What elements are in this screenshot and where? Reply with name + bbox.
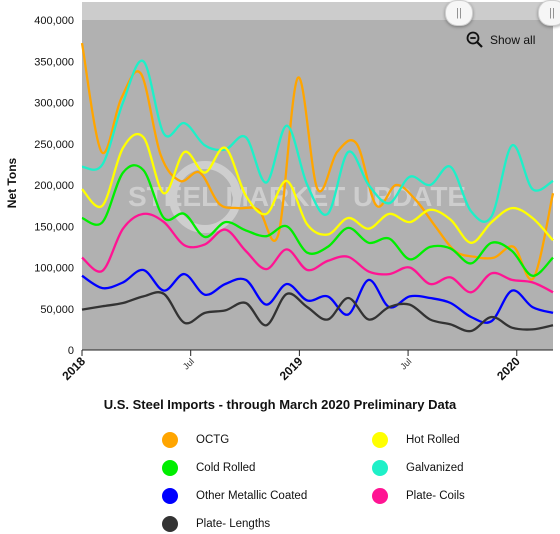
series-line-octg[interactable] <box>80 42 555 281</box>
navigator-scrollbar[interactable]: || || <box>441 0 560 26</box>
x-tick-label: 2018 <box>59 354 88 383</box>
y-axis: 0 50,000 100,000 150,000 200,000 250,000 300,0… <box>34 15 74 357</box>
legend-dot-icon <box>162 488 178 504</box>
legend-label: Galvanized <box>406 462 464 474</box>
legend-item-plate-coils[interactable]: Plate- Coils <box>372 488 465 504</box>
legend-dot-icon <box>162 516 178 532</box>
legend-dot-icon <box>162 432 178 448</box>
legend-item-cold-rolled[interactable]: Cold Rolled <box>162 460 255 476</box>
legend-item-plate-lengths[interactable]: Plate- Lengths <box>162 516 270 532</box>
legend-item-galvanized[interactable]: Galvanized <box>372 460 464 476</box>
y-tick-label: 100,000 <box>34 263 74 275</box>
legend-dot-icon <box>162 460 178 476</box>
series-line-galvanized[interactable] <box>81 59 554 223</box>
legend-label: Plate- Lengths <box>196 518 271 530</box>
legend-label: Hot Rolled <box>406 434 460 446</box>
y-tick-label: 350,000 <box>34 56 74 68</box>
y-axis-label: Net Tons <box>5 157 19 209</box>
x-tick-label: 2019 <box>277 354 306 383</box>
y-tick-label: 300,000 <box>34 98 74 110</box>
zoom-out-icon <box>466 31 483 48</box>
legend-label: Other Metallic Coated <box>196 490 308 502</box>
x-axis: 2018 Jul 2019 Jul 2020 <box>59 350 523 383</box>
y-tick-label: 50,000 <box>40 304 74 316</box>
legend-dot-icon <box>372 460 388 476</box>
y-tick-label: 400,000 <box>34 15 74 27</box>
legend-label: OCTG <box>196 434 230 446</box>
y-tick-label: 0 <box>68 345 74 357</box>
series-line-plate-lengths[interactable] <box>81 291 554 333</box>
legend-item-hot-rolled[interactable]: Hot Rolled <box>372 432 460 448</box>
navigator-right-handle[interactable]: || <box>538 0 560 26</box>
x-tick-label: Jul <box>398 356 413 371</box>
watermark: STEEL MARKET UPDATE <box>128 161 466 233</box>
series-line-cold-rolled[interactable] <box>81 164 554 277</box>
legend-label: Cold Rolled <box>196 462 256 474</box>
legend-item-other-metallic-coated[interactable]: Other Metallic Coated <box>162 488 307 504</box>
x-tick-label: Jul <box>181 356 196 371</box>
watermark-text: STEEL MARKET UPDATE <box>128 181 466 212</box>
legend-item-octg[interactable]: OCTG <box>162 432 229 448</box>
series-layer <box>80 42 555 333</box>
chart-title: U.S. Steel Imports - through March 2020 … <box>103 397 457 412</box>
show-all-label: Show all <box>490 33 536 47</box>
x-tick-label: 2020 <box>494 354 523 383</box>
legend-label: Plate- Coils <box>406 490 465 502</box>
series-line-hot-rolled[interactable] <box>81 132 554 244</box>
legend-dot-icon <box>372 488 388 504</box>
navigator-strip <box>82 2 553 20</box>
show-all-button[interactable]: Show all <box>466 31 535 49</box>
series-line-plate-coils[interactable] <box>81 212 554 294</box>
y-tick-label: 250,000 <box>34 139 74 151</box>
series-line-other-metallic-coated[interactable] <box>81 268 554 324</box>
chart: STEEL MARKET UPDATE 0 50,000 100,000 150,00… <box>34 2 555 383</box>
y-tick-label: 200,000 <box>34 180 74 192</box>
legend-dot-icon <box>372 432 388 448</box>
navigator-left-handle[interactable]: || <box>445 0 473 26</box>
y-tick-label: 150,000 <box>34 221 74 233</box>
